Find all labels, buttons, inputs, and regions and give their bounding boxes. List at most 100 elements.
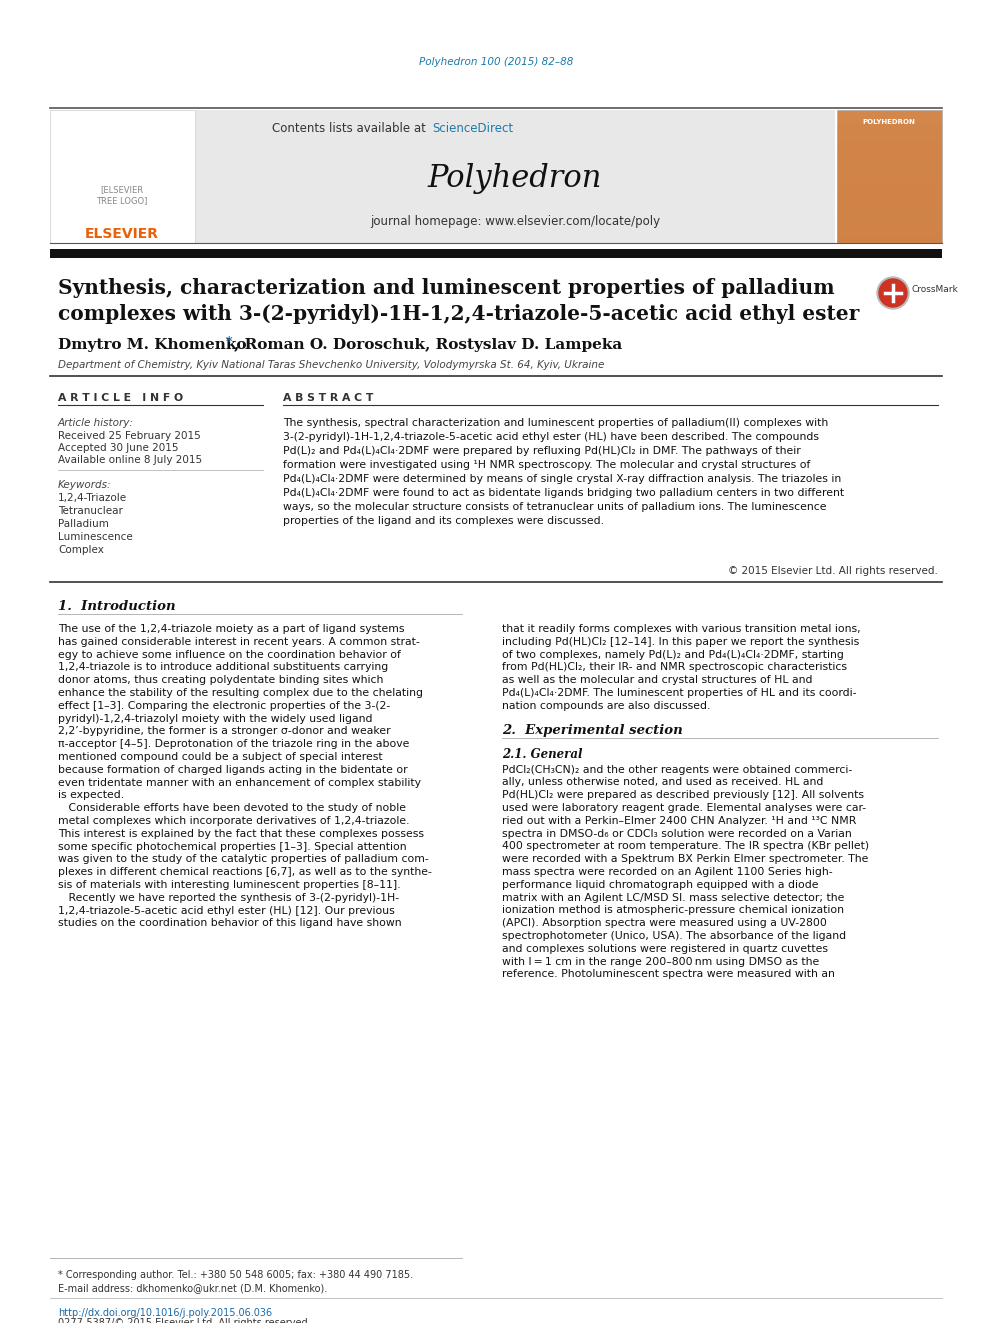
Text: Polyhedron: Polyhedron bbox=[428, 163, 602, 193]
Text: 1,2,4-triazole-5-acetic acid ethyl ester (HL) [12]. Our previous: 1,2,4-triazole-5-acetic acid ethyl ester… bbox=[58, 906, 395, 916]
Bar bbox=[837, 165, 942, 171]
Text: because formation of charged ligands acting in the bidentate or: because formation of charged ligands act… bbox=[58, 765, 408, 775]
Text: http://dx.doi.org/10.1016/j.poly.2015.06.036: http://dx.doi.org/10.1016/j.poly.2015.06… bbox=[58, 1308, 272, 1318]
Text: reference. Photoluminescent spectra were measured with an: reference. Photoluminescent spectra were… bbox=[502, 970, 835, 979]
Bar bbox=[837, 153, 942, 159]
Text: from Pd(HL)Cl₂, their IR- and NMR spectroscopic characteristics: from Pd(HL)Cl₂, their IR- and NMR spectr… bbox=[502, 663, 847, 672]
Text: [ELSEVIER
TREE LOGO]: [ELSEVIER TREE LOGO] bbox=[96, 185, 148, 205]
Text: The use of the 1,2,4-triazole moiety as a part of ligand systems: The use of the 1,2,4-triazole moiety as … bbox=[58, 624, 405, 634]
Text: spectra in DMSO-d₆ or CDCl₃ solution were recorded on a Varian: spectra in DMSO-d₆ or CDCl₃ solution wer… bbox=[502, 828, 852, 839]
Bar bbox=[837, 237, 942, 243]
Text: π-acceptor [4–5]. Deprotonation of the triazole ring in the above: π-acceptor [4–5]. Deprotonation of the t… bbox=[58, 740, 410, 749]
Text: CrossMark: CrossMark bbox=[912, 284, 958, 294]
Text: POLYHEDRON: POLYHEDRON bbox=[863, 119, 916, 124]
Text: 0277-5387/© 2015 Elsevier Ltd. All rights reserved.: 0277-5387/© 2015 Elsevier Ltd. All right… bbox=[58, 1318, 310, 1323]
Bar bbox=[837, 201, 942, 206]
Text: 2.  Experimental section: 2. Experimental section bbox=[502, 724, 682, 737]
Text: Palladium: Palladium bbox=[58, 519, 109, 529]
Text: * Corresponding author. Tel.: +380 50 548 6005; fax: +380 44 490 7185.: * Corresponding author. Tel.: +380 50 54… bbox=[58, 1270, 413, 1279]
Text: Department of Chemistry, Kyiv National Taras Shevchenko University, Volodymyrska: Department of Chemistry, Kyiv National T… bbox=[58, 360, 604, 370]
Text: sis of materials with interesting luminescent properties [8–11].: sis of materials with interesting lumine… bbox=[58, 880, 401, 890]
Text: mass spectra were recorded on an Agilent 1100 Series high-: mass spectra were recorded on an Agilent… bbox=[502, 867, 832, 877]
Bar bbox=[837, 142, 942, 147]
Text: effect [1–3]. Comparing the electronic properties of the 3-(2-: effect [1–3]. Comparing the electronic p… bbox=[58, 701, 390, 710]
Text: ionization method is atmospheric-pressure chemical ionization: ionization method is atmospheric-pressur… bbox=[502, 905, 844, 916]
Text: were recorded with a Spektrum BX Perkin Elmer spectrometer. The: were recorded with a Spektrum BX Perkin … bbox=[502, 855, 868, 864]
Circle shape bbox=[879, 279, 907, 307]
Text: ally, unless otherwise noted, and used as received. HL and: ally, unless otherwise noted, and used a… bbox=[502, 778, 823, 787]
Text: E-mail address: dkhomenko@ukr.net (D.M. Khomenko).: E-mail address: dkhomenko@ukr.net (D.M. … bbox=[58, 1283, 327, 1293]
Text: A B S T R A C T: A B S T R A C T bbox=[283, 393, 373, 404]
Text: The synthesis, spectral characterization and luminescent properties of palladium: The synthesis, spectral characterization… bbox=[283, 418, 844, 527]
Bar bbox=[837, 183, 942, 189]
Text: ried out with a Perkin–Elmer 2400 CHN Analyzer. ¹H and ¹³C NMR: ried out with a Perkin–Elmer 2400 CHN An… bbox=[502, 816, 856, 826]
Bar bbox=[837, 194, 942, 201]
Text: , Roman O. Doroschuk, Rostyslav D. Lampeka: , Roman O. Doroschuk, Rostyslav D. Lampe… bbox=[234, 337, 622, 352]
Bar bbox=[50, 249, 942, 258]
Text: even tridentate manner with an enhancement of complex stability: even tridentate manner with an enhanceme… bbox=[58, 778, 421, 787]
Text: 2.1. General: 2.1. General bbox=[502, 747, 582, 761]
Text: journal homepage: www.elsevier.com/locate/poly: journal homepage: www.elsevier.com/locat… bbox=[370, 216, 660, 229]
Text: with l = 1 cm in the range 200–800 nm using DMSO as the: with l = 1 cm in the range 200–800 nm us… bbox=[502, 957, 819, 967]
Text: pyridyl)-1,2,4-triazolyl moiety with the widely used ligand: pyridyl)-1,2,4-triazolyl moiety with the… bbox=[58, 713, 373, 724]
Text: Article history:: Article history: bbox=[58, 418, 134, 429]
Text: studies on the coordination behavior of this ligand have shown: studies on the coordination behavior of … bbox=[58, 918, 402, 929]
Text: some specific photochemical properties [1–3]. Special attention: some specific photochemical properties [… bbox=[58, 841, 407, 852]
Text: enhance the stability of the resulting complex due to the chelating: enhance the stability of the resulting c… bbox=[58, 688, 423, 699]
Bar bbox=[837, 110, 942, 243]
Text: PdCl₂(CH₃CN)₂ and the other reagents were obtained commerci-: PdCl₂(CH₃CN)₂ and the other reagents wer… bbox=[502, 765, 852, 774]
Text: that it readily forms complexes with various transition metal ions,: that it readily forms complexes with var… bbox=[502, 624, 861, 634]
Text: A R T I C L E   I N F O: A R T I C L E I N F O bbox=[58, 393, 184, 404]
Bar bbox=[837, 225, 942, 232]
Text: Received 25 February 2015: Received 25 February 2015 bbox=[58, 431, 200, 441]
Bar bbox=[837, 123, 942, 130]
Bar bbox=[837, 171, 942, 177]
Text: matrix with an Agilent LC/MSD SI. mass selective detector; the: matrix with an Agilent LC/MSD SI. mass s… bbox=[502, 893, 844, 902]
Text: metal complexes which incorporate derivatives of 1,2,4-triazole.: metal complexes which incorporate deriva… bbox=[58, 816, 410, 826]
Text: Contents lists available at: Contents lists available at bbox=[273, 122, 430, 135]
Text: Recently we have reported the synthesis of 3-(2-pyridyl)-1H-: Recently we have reported the synthesis … bbox=[58, 893, 399, 902]
Text: is expected.: is expected. bbox=[58, 790, 124, 800]
Text: mentioned compound could be a subject of special interest: mentioned compound could be a subject of… bbox=[58, 751, 383, 762]
Text: Keywords:: Keywords: bbox=[58, 480, 111, 490]
Bar bbox=[837, 189, 942, 194]
Text: Complex: Complex bbox=[58, 545, 104, 556]
Text: spectrophotometer (Unico, USA). The absorbance of the ligand: spectrophotometer (Unico, USA). The abso… bbox=[502, 931, 846, 941]
Text: Pd(HL)Cl₂ were prepared as described previously [12]. All solvents: Pd(HL)Cl₂ were prepared as described pre… bbox=[502, 790, 864, 800]
Bar bbox=[195, 110, 835, 243]
Text: Accepted 30 June 2015: Accepted 30 June 2015 bbox=[58, 443, 179, 452]
Text: plexes in different chemical reactions [6,7], as well as to the synthe-: plexes in different chemical reactions [… bbox=[58, 867, 432, 877]
Bar bbox=[50, 110, 195, 243]
Bar bbox=[837, 130, 942, 135]
Text: 400 spectrometer at room temperature. The IR spectra (KBr pellet): 400 spectrometer at room temperature. Th… bbox=[502, 841, 869, 852]
Text: has gained considerable interest in recent years. A common strat-: has gained considerable interest in rece… bbox=[58, 636, 420, 647]
Text: of two complexes, namely Pd(L)₂ and Pd₄(L)₄Cl₄·2DMF, starting: of two complexes, namely Pd(L)₂ and Pd₄(… bbox=[502, 650, 844, 660]
Text: Luminescence: Luminescence bbox=[58, 532, 133, 542]
Bar bbox=[837, 206, 942, 213]
Bar bbox=[837, 220, 942, 225]
Text: Polyhedron 100 (2015) 82–88: Polyhedron 100 (2015) 82–88 bbox=[419, 57, 573, 67]
Text: nation compounds are also discussed.: nation compounds are also discussed. bbox=[502, 701, 710, 710]
Text: © 2015 Elsevier Ltd. All rights reserved.: © 2015 Elsevier Ltd. All rights reserved… bbox=[728, 566, 938, 576]
Bar bbox=[837, 177, 942, 183]
Text: and complexes solutions were registered in quartz cuvettes: and complexes solutions were registered … bbox=[502, 943, 828, 954]
Bar bbox=[837, 159, 942, 165]
Text: Dmytro M. Khomenko: Dmytro M. Khomenko bbox=[58, 337, 246, 352]
Text: Tetranuclear: Tetranuclear bbox=[58, 505, 123, 516]
Text: This interest is explained by the fact that these complexes possess: This interest is explained by the fact t… bbox=[58, 828, 424, 839]
Text: Synthesis, characterization and luminescent properties of palladium
complexes wi: Synthesis, characterization and luminesc… bbox=[58, 278, 859, 324]
Text: donor atoms, thus creating polydentate binding sites which: donor atoms, thus creating polydentate b… bbox=[58, 675, 383, 685]
Bar bbox=[837, 135, 942, 142]
Text: 1.  Introduction: 1. Introduction bbox=[58, 601, 176, 613]
Text: Considerable efforts have been devoted to the study of noble: Considerable efforts have been devoted t… bbox=[58, 803, 406, 814]
Text: 1,2,4-Triazole: 1,2,4-Triazole bbox=[58, 493, 127, 503]
Bar bbox=[837, 147, 942, 153]
Bar bbox=[837, 232, 942, 237]
Text: Available online 8 July 2015: Available online 8 July 2015 bbox=[58, 455, 202, 464]
Bar bbox=[837, 213, 942, 220]
Text: used were laboratory reagent grade. Elemental analyses were car-: used were laboratory reagent grade. Elem… bbox=[502, 803, 866, 814]
Text: egy to achieve some influence on the coordination behavior of: egy to achieve some influence on the coo… bbox=[58, 650, 401, 660]
Text: *: * bbox=[226, 336, 232, 349]
Text: including Pd(HL)Cl₂ [12–14]. In this paper we report the synthesis: including Pd(HL)Cl₂ [12–14]. In this pap… bbox=[502, 636, 859, 647]
Text: ELSEVIER: ELSEVIER bbox=[85, 228, 159, 241]
